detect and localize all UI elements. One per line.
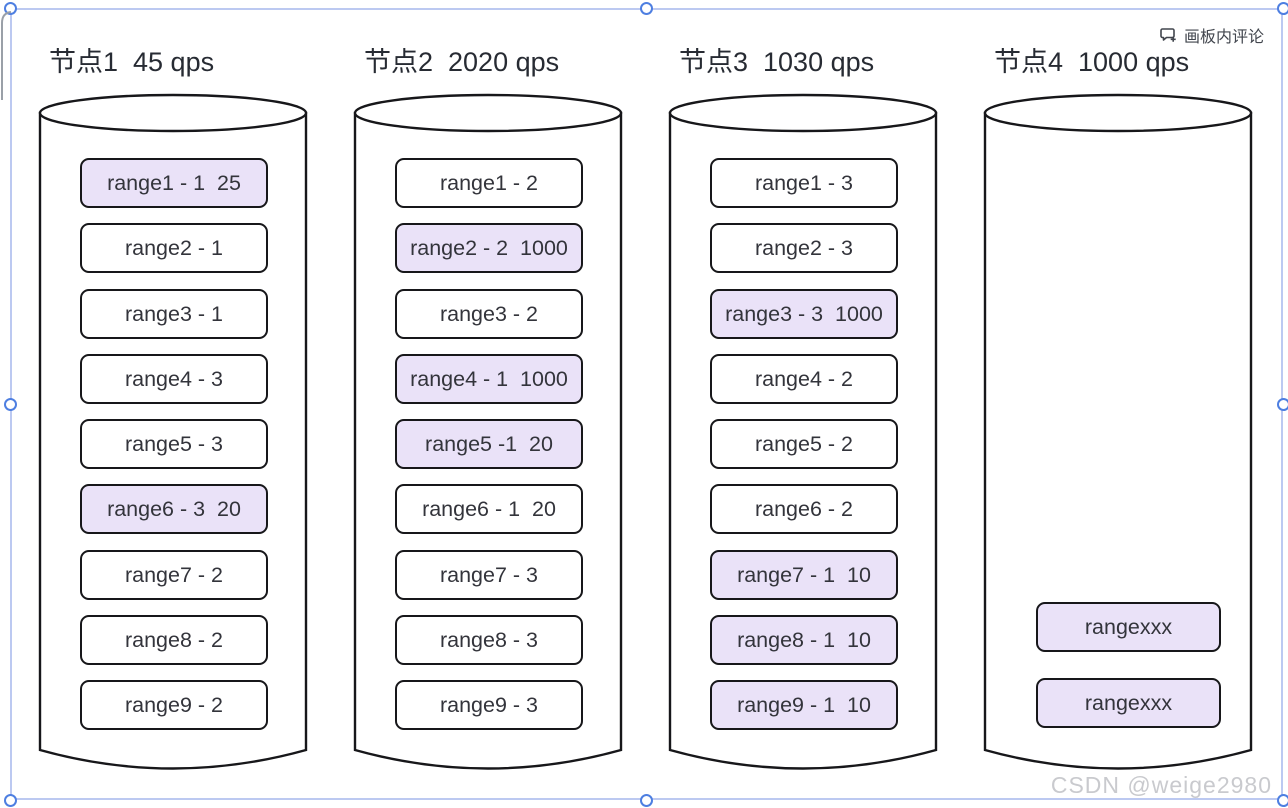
- comment-button[interactable]: 画板内评论: [1160, 23, 1264, 47]
- range-box[interactable]: range4 - 1 1000: [395, 354, 583, 404]
- range-box[interactable]: range4 - 3: [80, 354, 268, 404]
- range-box-label: range4 - 1 1000: [410, 366, 568, 391]
- cylinder-shape[interactable]: [982, 93, 1254, 775]
- range-box[interactable]: rangexxx: [1036, 678, 1221, 728]
- range-box-label: range4 - 3: [124, 366, 223, 391]
- node-title[interactable]: 节点4 1000 qps: [994, 47, 1190, 77]
- range-box[interactable]: range8 - 1 10: [710, 615, 898, 665]
- range-box[interactable]: range8 - 3: [395, 615, 583, 665]
- node-title[interactable]: 节点3 1030 qps: [679, 47, 875, 77]
- range-box[interactable]: range8 - 2: [80, 615, 268, 665]
- range-box-label: range1 - 3: [754, 170, 853, 195]
- range-box[interactable]: range1 - 3: [710, 158, 898, 208]
- node-title[interactable]: 节点2 2020 qps: [364, 47, 560, 77]
- range-box[interactable]: range2 - 2 1000: [395, 223, 583, 273]
- range-box-label: range9 - 2: [124, 692, 223, 717]
- selection-handle-bottom-right[interactable]: [1277, 794, 1288, 807]
- range-box[interactable]: range2 - 1: [80, 223, 268, 273]
- range-box-label: range1 - 2: [439, 170, 538, 195]
- range-box-label: rangexxx: [1084, 690, 1173, 715]
- selection-handle-top-center[interactable]: [640, 2, 653, 15]
- range-box[interactable]: range3 - 2: [395, 289, 583, 339]
- range-box[interactable]: rangexxx: [1036, 602, 1221, 652]
- clipped-panel-edge: [1, 11, 12, 100]
- range-box[interactable]: range1 - 1 25: [80, 158, 268, 208]
- node-1: 节点1 45 qps range1 - 1 25 range2 - 1 range3 …: [37, 0, 309, 808]
- range-box-label: range7 - 1 10: [737, 562, 871, 587]
- range-box[interactable]: range5 -1 20: [395, 419, 583, 469]
- range-box-label: range3 - 3 1000: [725, 301, 883, 326]
- selection-handle-mid-right[interactable]: [1277, 398, 1288, 411]
- range-box[interactable]: range6 - 1 20: [395, 484, 583, 534]
- range-box[interactable]: range9 - 3: [395, 680, 583, 730]
- range-box-label: range8 - 1 10: [737, 627, 871, 652]
- range-box-label: rangexxx: [1084, 614, 1173, 639]
- range-box[interactable]: range6 - 2: [710, 484, 898, 534]
- node-title[interactable]: 节点1 45 qps: [49, 47, 215, 77]
- range-box-label: range6 - 3 20: [107, 496, 241, 521]
- range-box-label: range6 - 2: [754, 496, 853, 521]
- range-box[interactable]: range5 - 3: [80, 419, 268, 469]
- range-box-label: range5 - 2: [754, 431, 853, 456]
- selection-handle-bottom-center[interactable]: [640, 794, 653, 807]
- range-box-label: range7 - 3: [439, 562, 538, 587]
- selection-handle-mid-left[interactable]: [4, 398, 17, 411]
- node-2: 节点2 2020 qps range1 - 2 range2 - 2 1000 ran…: [352, 0, 624, 808]
- range-box[interactable]: range9 - 1 10: [710, 680, 898, 730]
- range-box-label: range2 - 1: [124, 235, 223, 260]
- range-box[interactable]: range3 - 3 1000: [710, 289, 898, 339]
- range-box-label: range4 - 2: [754, 366, 853, 391]
- comment-button-label: 画板内评论: [1183, 29, 1264, 46]
- node-4: 节点4 1000 qps rangexxx rangexxx: [982, 0, 1254, 808]
- range-box-label: range5 -1 20: [425, 431, 553, 456]
- range-box-label: range9 - 1 10: [737, 692, 871, 717]
- range-box[interactable]: range4 - 2: [710, 354, 898, 404]
- range-box-label: range8 - 3: [439, 627, 538, 652]
- selection-handle-top-left[interactable]: [4, 2, 17, 15]
- range-box-label: range1 - 1 25: [107, 170, 241, 195]
- range-box[interactable]: range7 - 3: [395, 550, 583, 600]
- range-box[interactable]: range9 - 2: [80, 680, 268, 730]
- range-box[interactable]: range1 - 2: [395, 158, 583, 208]
- node-3: 节点3 1030 qps range1 - 3 range2 - 3 range3 -…: [667, 0, 939, 808]
- range-box[interactable]: range3 - 1: [80, 289, 268, 339]
- selection-handle-top-right[interactable]: [1277, 2, 1288, 15]
- range-box-label: range2 - 2 1000: [410, 235, 568, 260]
- range-box-label: range9 - 3: [439, 692, 538, 717]
- range-box-label: range8 - 2: [124, 627, 223, 652]
- range-box-label: range5 - 3: [124, 431, 223, 456]
- selection-handle-bottom-left[interactable]: [4, 794, 17, 807]
- range-box[interactable]: range6 - 3 20: [80, 484, 268, 534]
- range-box[interactable]: range2 - 3: [710, 223, 898, 273]
- range-box-label: range3 - 1: [124, 301, 223, 326]
- comment-plus-icon: [1160, 28, 1176, 42]
- range-box-label: range6 - 1 20: [422, 496, 556, 521]
- range-box[interactable]: range5 - 2: [710, 419, 898, 469]
- range-box[interactable]: range7 - 2: [80, 550, 268, 600]
- range-box-label: range7 - 2: [124, 562, 223, 587]
- watermark: CSDN @weige2980: [1050, 772, 1272, 798]
- range-box-label: range3 - 2: [439, 301, 538, 326]
- range-box[interactable]: range7 - 1 10: [710, 550, 898, 600]
- range-box-label: range2 - 3: [754, 235, 853, 260]
